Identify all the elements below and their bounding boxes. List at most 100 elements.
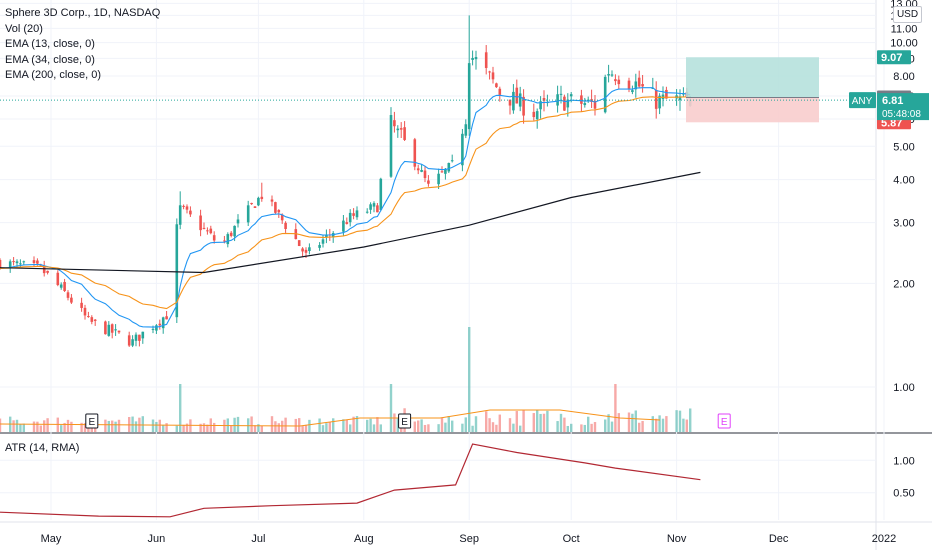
candle-body xyxy=(165,316,168,320)
candle-down xyxy=(165,310,168,320)
candle-up xyxy=(131,335,134,348)
volume-bar xyxy=(141,416,144,432)
atr-legend[interactable]: ATR (14, RMA) xyxy=(5,442,80,454)
candle-up xyxy=(379,177,383,212)
volume-bar xyxy=(70,421,73,432)
candle-body xyxy=(413,139,417,167)
candle-up xyxy=(141,331,145,344)
candle-body xyxy=(634,81,638,90)
vol-legend[interactable]: Vol (20) xyxy=(5,22,43,35)
volume-bar xyxy=(158,419,161,432)
candle-down xyxy=(189,206,192,217)
volume-bar xyxy=(345,419,348,432)
candle-body xyxy=(127,335,131,346)
candle-body xyxy=(301,248,304,252)
volume-bar xyxy=(328,421,331,432)
earnings-marker-label: E xyxy=(88,417,95,428)
candle-up xyxy=(8,259,12,273)
candle-body xyxy=(297,240,301,247)
volume-ma-line xyxy=(0,409,661,427)
candle-body xyxy=(484,52,488,68)
price-tick-label: 2.00 xyxy=(893,278,914,290)
volume-bar xyxy=(274,421,277,432)
candle-up xyxy=(634,73,638,98)
candle-body xyxy=(212,235,216,241)
candle-body xyxy=(593,100,597,109)
volume-bar xyxy=(423,424,427,432)
ema34-legend[interactable]: EMA (34, close, 0) xyxy=(5,53,95,66)
volume-bar xyxy=(393,413,396,432)
volume-bar xyxy=(114,421,117,432)
candle-body xyxy=(321,239,325,244)
candle-up xyxy=(539,96,542,119)
time-tick-label: Dec xyxy=(769,533,789,545)
volume-bar xyxy=(199,423,202,432)
candle-body xyxy=(488,71,491,73)
volume-bar xyxy=(491,422,495,432)
price-tick-label: 8.00 xyxy=(893,71,914,83)
ema200-line xyxy=(0,171,701,274)
volume-bar xyxy=(389,384,393,432)
candle-body xyxy=(342,220,345,232)
candle-up xyxy=(365,208,369,214)
earnings-marker xyxy=(398,413,412,429)
candle-body xyxy=(138,334,141,341)
volume-bar xyxy=(379,424,382,432)
volume-bar xyxy=(508,418,512,432)
candle-body xyxy=(416,168,420,171)
candle-down xyxy=(185,204,189,214)
candle-body xyxy=(0,259,2,269)
symbol-title[interactable]: Sphere 3D Corp., 1D, NASDAQ xyxy=(5,7,161,19)
volume-bar xyxy=(83,423,87,432)
candle-down xyxy=(0,258,2,270)
volume-bar xyxy=(641,421,644,432)
candle-body xyxy=(376,205,379,213)
ema200-legend[interactable]: EMA (200, close, 0) xyxy=(5,69,101,81)
candle-up xyxy=(518,86,522,112)
candle-down xyxy=(352,208,355,220)
candle-up xyxy=(134,332,138,347)
candle-up xyxy=(257,196,260,207)
candle-up xyxy=(308,243,311,255)
volume-bar xyxy=(165,423,168,432)
candle-down xyxy=(301,247,304,258)
target-price-label: 9.07 xyxy=(881,52,902,64)
candle-body xyxy=(372,203,376,207)
volume-bar xyxy=(627,412,631,432)
candle-body xyxy=(389,115,393,177)
candle-down xyxy=(209,225,213,235)
candle-down xyxy=(46,270,49,275)
candle-body xyxy=(603,76,607,113)
candle-up xyxy=(682,87,685,97)
volume-bar xyxy=(607,414,610,432)
candle-up xyxy=(603,74,607,114)
volume-bar xyxy=(321,425,325,432)
volume-bar xyxy=(260,425,263,432)
candle-up xyxy=(461,128,464,172)
volume-bar xyxy=(253,425,257,432)
candle-body xyxy=(352,213,355,216)
currency-badge[interactable]: USD xyxy=(893,6,922,23)
candle-down xyxy=(488,70,491,80)
candle-body xyxy=(437,173,440,185)
volume-bar xyxy=(519,425,522,432)
ema13-legend[interactable]: EMA (13, close, 0) xyxy=(5,38,95,50)
volume-bar xyxy=(202,423,206,432)
price-tick-label: 11.00 xyxy=(891,23,918,35)
volume-bar xyxy=(427,424,430,432)
candle-body xyxy=(114,329,117,331)
candle-down xyxy=(212,231,216,244)
candle-up xyxy=(107,321,111,337)
price-tick-label: 3.00 xyxy=(893,218,914,230)
volume-bar xyxy=(685,419,688,432)
volume-bar xyxy=(539,413,542,432)
volume-bar xyxy=(270,416,274,432)
candle-body xyxy=(393,120,396,127)
volume-bar xyxy=(372,424,376,432)
candle-down xyxy=(117,330,121,334)
candle-down xyxy=(56,270,60,287)
atr-tick-label: 0.50 xyxy=(893,488,914,500)
candle-down xyxy=(199,209,202,237)
